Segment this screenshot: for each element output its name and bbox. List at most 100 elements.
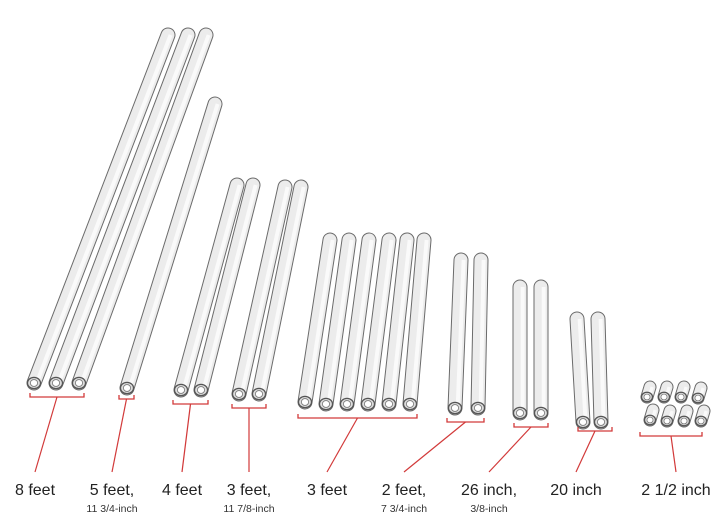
pipe xyxy=(48,27,196,391)
pipe-hole xyxy=(196,386,206,394)
pipe-shine xyxy=(598,318,606,423)
pipe-hole xyxy=(473,404,483,412)
pipe xyxy=(251,179,309,402)
pipe-hole xyxy=(660,393,668,401)
pipe xyxy=(119,96,223,396)
pipe-hole xyxy=(677,393,685,401)
pipe-shine xyxy=(79,34,211,384)
pipe-shine xyxy=(368,239,394,405)
pipe-body xyxy=(319,233,356,411)
pipe xyxy=(643,403,660,427)
pipe-hole xyxy=(663,417,671,425)
size-label: 26 inch, xyxy=(461,482,517,499)
pipe xyxy=(657,380,674,404)
pipe xyxy=(71,27,214,391)
pipe-hole xyxy=(342,400,352,408)
size-label: 20 inch xyxy=(550,482,602,499)
pipe xyxy=(512,279,528,421)
pipe xyxy=(590,311,609,430)
pipe-body xyxy=(27,28,175,390)
pipe-body xyxy=(120,97,222,395)
pipe-body xyxy=(340,233,376,411)
size-sublabel: 11 7/8-inch xyxy=(223,503,274,515)
pipe-body xyxy=(49,28,195,390)
pipe-body xyxy=(194,178,260,397)
size-label: 8 feet xyxy=(15,482,56,499)
pipe-body xyxy=(298,233,337,409)
pipe-hole xyxy=(697,417,705,425)
pipe-body xyxy=(174,178,244,397)
pipe-shine xyxy=(34,34,173,384)
pipe-shine xyxy=(305,239,335,403)
leader-line xyxy=(34,396,58,473)
size-label: 4 feet xyxy=(162,482,203,499)
leader-line xyxy=(670,435,677,473)
pipe xyxy=(231,179,293,402)
pipe-hole xyxy=(321,400,331,408)
pipe-shine xyxy=(201,184,258,391)
pipe xyxy=(640,380,657,404)
pipe-body xyxy=(232,180,292,401)
pipe-hole xyxy=(29,379,39,387)
leader-line xyxy=(575,430,596,473)
pipe-shine xyxy=(181,184,242,391)
pipe xyxy=(193,177,261,398)
size-sublabel: 3/8-inch xyxy=(470,503,508,515)
size-label: 3 feet, xyxy=(227,482,271,499)
pipe-body xyxy=(361,233,396,411)
pipe-hole xyxy=(363,400,373,408)
pipe-body xyxy=(252,180,308,401)
pipe-shine xyxy=(259,186,306,395)
pipe-hole xyxy=(596,418,606,426)
pipe-shine xyxy=(127,103,220,389)
pipe-hole xyxy=(578,418,588,426)
pipe xyxy=(677,404,694,428)
pipe-body xyxy=(382,233,414,411)
leader-line xyxy=(181,403,192,473)
pipe xyxy=(297,232,338,410)
pipe-shine xyxy=(347,239,374,405)
pipe-shine xyxy=(455,259,466,409)
pipe xyxy=(402,232,432,412)
pipe xyxy=(660,404,677,428)
pipe-hole xyxy=(176,386,186,394)
pipe-body xyxy=(570,312,590,429)
pipe-body xyxy=(448,253,468,415)
pipe-shine xyxy=(410,239,429,405)
leader-line xyxy=(111,398,128,473)
pipe-hole xyxy=(405,400,415,408)
pipe-shine xyxy=(577,318,588,423)
pipe xyxy=(674,380,691,404)
pipe-hole xyxy=(450,404,460,412)
pipe xyxy=(694,404,711,428)
pipe-body xyxy=(591,312,608,429)
pipe xyxy=(381,232,415,412)
pipe-shine xyxy=(389,239,412,405)
pipe-hole xyxy=(51,379,61,387)
pipe-hole xyxy=(74,379,84,387)
size-label: 2 1/2 inch xyxy=(641,482,710,499)
leader-line xyxy=(403,421,466,473)
pipe xyxy=(339,232,377,412)
pipe-body xyxy=(72,28,213,390)
pipe xyxy=(318,232,357,412)
pipe-hole xyxy=(384,400,394,408)
pipe-hole xyxy=(122,384,132,392)
pipe xyxy=(533,279,549,421)
pipe-hole xyxy=(515,409,525,417)
pipe-shine xyxy=(56,34,193,384)
pipe-body xyxy=(471,253,488,415)
pipe-shine xyxy=(478,259,486,409)
pipe xyxy=(569,311,591,430)
size-label: 2 feet, xyxy=(382,482,426,499)
pipe-hole xyxy=(254,390,264,398)
pipe xyxy=(691,381,708,405)
pipe-hole xyxy=(300,398,310,406)
pipe-hole xyxy=(643,393,651,401)
size-sublabel: 7 3/4-inch xyxy=(381,503,427,515)
pipe-shine xyxy=(326,239,354,405)
pipe xyxy=(470,252,489,416)
pipe-hole xyxy=(680,417,688,425)
pipe-hole xyxy=(646,416,654,424)
